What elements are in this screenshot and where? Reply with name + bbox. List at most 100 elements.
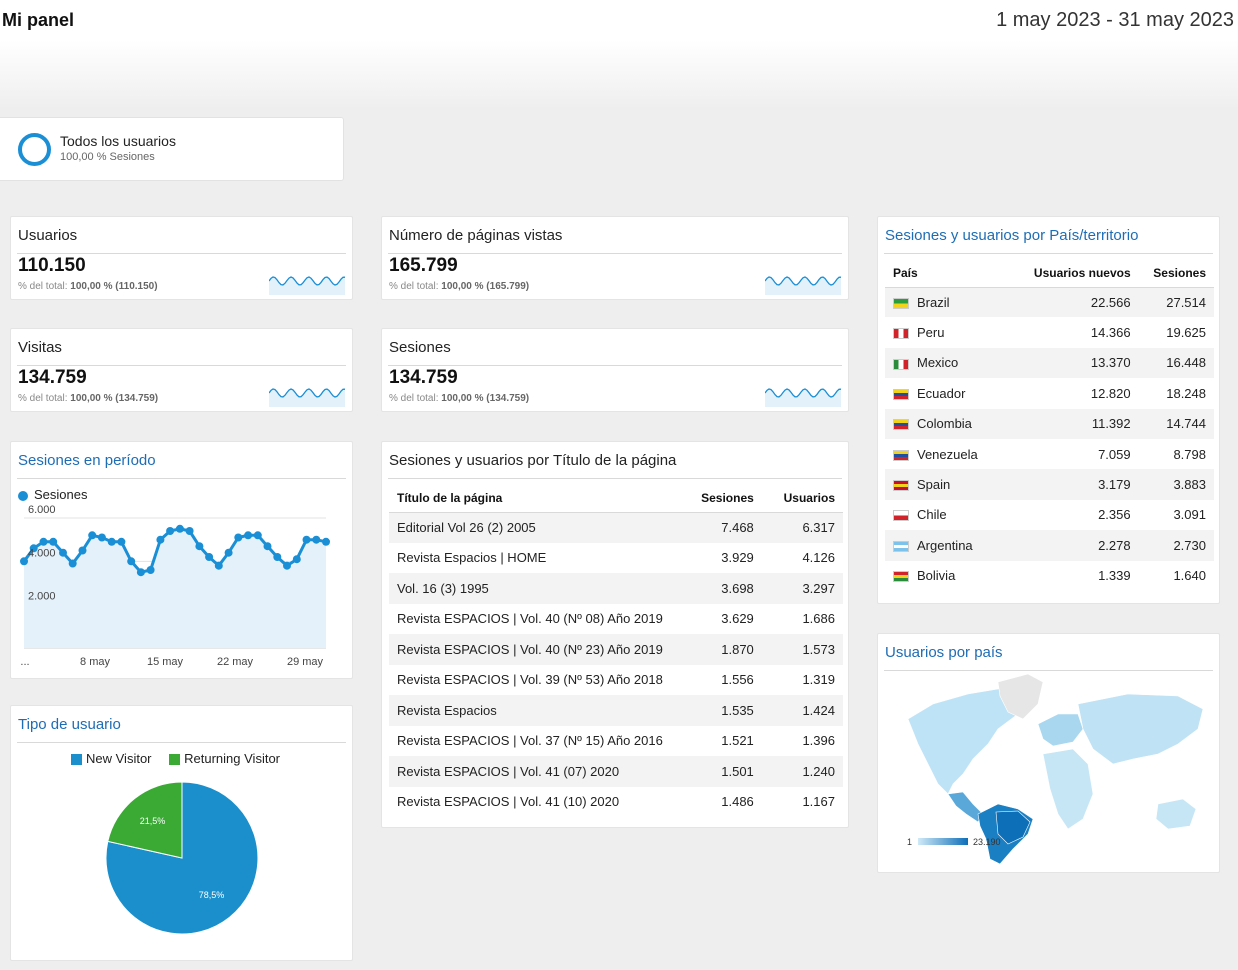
sparkline-chart	[765, 388, 841, 407]
table-row[interactable]: Vol. 16 (3) 1995 3.698 3.297	[389, 573, 843, 604]
table-row[interactable]: Revista ESPACIOS | Vol. 39 (Nº 53) Año 2…	[389, 665, 843, 696]
country-cell[interactable]: Brazil	[885, 287, 1015, 317]
segment-percentage: 100,00 % Sesiones	[60, 151, 155, 163]
sessions-cell: 7.468	[721, 520, 754, 535]
data-point[interactable]	[175, 524, 184, 533]
data-point[interactable]	[49, 537, 58, 546]
data-point[interactable]	[292, 555, 301, 564]
data-point[interactable]	[136, 568, 145, 577]
table-row[interactable]: Venezuela 7.059 8.798	[885, 439, 1214, 469]
data-point[interactable]	[234, 533, 243, 542]
country-cell[interactable]: Ecuador	[885, 378, 1015, 408]
data-point[interactable]	[244, 531, 253, 540]
column-header-sessions[interactable]: Sesiones	[679, 484, 762, 513]
data-point[interactable]	[322, 537, 330, 546]
country-cell[interactable]: Mexico	[885, 348, 1015, 378]
new-users-cell: 14.366	[1090, 325, 1131, 341]
segment-all-users[interactable]: Todos los usuarios 100,00 % Sesiones	[0, 117, 344, 181]
data-point[interactable]	[20, 557, 28, 566]
metric-card-usuarios[interactable]: Usuarios 110.150 % del total: 100,00 % (…	[10, 216, 353, 300]
country-cell[interactable]: Argentina	[885, 530, 1015, 560]
table-row[interactable]: Revista Espacios | HOME 3.929 4.126	[389, 543, 843, 574]
metric-total: % del total: 100,00 % (134.759)	[18, 393, 159, 404]
page-title-cell[interactable]: Revista ESPACIOS | Vol. 40 (Nº 23) Año 2…	[397, 641, 663, 657]
data-point[interactable]	[127, 557, 136, 566]
pie-slice[interactable]	[107, 781, 183, 859]
data-point[interactable]	[78, 546, 87, 555]
data-point[interactable]	[29, 544, 38, 553]
column-header-new-users[interactable]: Usuarios nuevos	[1015, 259, 1139, 288]
data-point[interactable]	[312, 535, 321, 544]
sparkline-chart	[269, 276, 345, 295]
country-cell[interactable]: Chile	[885, 500, 1015, 530]
page-title-cell[interactable]: Revista ESPACIOS | Vol. 41 (10) 2020	[397, 794, 620, 810]
table-row[interactable]: Peru 14.366 19.625	[885, 317, 1214, 347]
data-point[interactable]	[205, 553, 214, 561]
data-point[interactable]	[214, 561, 223, 570]
table-row[interactable]: Revista Espacios 1.535 1.424	[389, 695, 843, 726]
users-cell: 1.319	[802, 672, 835, 688]
table-row[interactable]: Colombia 11.392 14.744	[885, 408, 1214, 439]
date-range-selector[interactable]: 1 may 2023 - 31 may 2023	[996, 9, 1234, 31]
data-point[interactable]	[283, 561, 291, 570]
table-row[interactable]: Chile 2.356 3.091	[885, 500, 1214, 530]
data-point[interactable]	[302, 535, 311, 544]
data-point[interactable]	[253, 531, 262, 540]
data-point[interactable]	[166, 527, 175, 535]
country-cell[interactable]: Spain	[885, 469, 1015, 499]
table-row[interactable]: Revista ESPACIOS | Vol. 37 (Nº 15) Año 2…	[389, 726, 843, 757]
column-header-users[interactable]: Usuarios	[761, 484, 843, 513]
column-header-country[interactable]: País	[885, 259, 1015, 288]
country-cell[interactable]: Colombia	[885, 409, 1015, 439]
metric-card-pageviews[interactable]: Número de páginas vistas 165.799 % del t…	[381, 216, 849, 300]
table-row[interactable]: Revista ESPACIOS | Vol. 40 (Nº 08) Año 2…	[389, 604, 843, 635]
world-map[interactable]: 1 23.190	[878, 634, 1221, 874]
data-point[interactable]	[68, 559, 77, 568]
country-cell[interactable]: Peru	[885, 317, 1015, 347]
country-table: País Usuarios nuevos Sesiones Brazil 22.5…	[885, 259, 1214, 591]
table-row[interactable]: Spain 3.179 3.883	[885, 469, 1214, 500]
table-row[interactable]: Bolivia 1.339 1.640	[885, 561, 1214, 591]
table-row[interactable]: Ecuador 12.820 18.248	[885, 378, 1214, 408]
table-row[interactable]: Mexico 13.370 16.448	[885, 347, 1214, 379]
country-name: Brazil	[917, 294, 950, 310]
data-point[interactable]	[117, 537, 126, 546]
page-title-cell[interactable]: Revista ESPACIOS | Vol. 41 (07) 2020	[397, 763, 620, 779]
table-row[interactable]: Argentina 2.278 2.730	[885, 530, 1214, 561]
table-row[interactable]: Brazil 22.566 27.514	[885, 287, 1214, 318]
page-title-cell[interactable]: Revista ESPACIOS | Vol. 40 (Nº 08) Año 2…	[397, 611, 663, 627]
table-row[interactable]: Revista ESPACIOS | Vol. 41 (07) 2020 1.50…	[389, 756, 843, 787]
map-region-africa	[1042, 748, 1094, 830]
data-point[interactable]	[88, 531, 97, 540]
page-title-cell[interactable]: Revista Espacios	[397, 702, 497, 718]
data-point[interactable]	[273, 553, 282, 561]
country-name: Argentina	[917, 537, 973, 553]
table-row[interactable]: Revista ESPACIOS | Vol. 41 (10) 2020 1.48…	[389, 787, 843, 818]
country-cell[interactable]: Venezuela	[885, 439, 1015, 469]
divider	[17, 365, 346, 366]
data-point[interactable]	[185, 527, 194, 535]
page-title-cell[interactable]: Vol. 16 (3) 1995	[397, 580, 489, 596]
data-point[interactable]	[263, 542, 272, 551]
sessions-cell: 1.501	[721, 763, 754, 779]
metric-card-sesiones[interactable]: Sesiones 134.759 % del total: 100,00 % (…	[381, 328, 849, 412]
table-row[interactable]: Editorial Vol 26 (2) 2005 7.468 6.317	[389, 512, 843, 543]
page-title-cell[interactable]: Revista Espacios | HOME	[397, 550, 547, 566]
data-point[interactable]	[39, 537, 48, 546]
column-header-title[interactable]: Título de la página	[389, 484, 679, 513]
data-point[interactable]	[107, 537, 116, 546]
metric-card-visitas[interactable]: Visitas 134.759 % del total: 100,00 % (1…	[10, 328, 353, 412]
data-point[interactable]	[97, 533, 106, 542]
map-region-north-america	[907, 683, 1029, 795]
data-point[interactable]	[195, 542, 204, 551]
data-point[interactable]	[156, 535, 165, 544]
page-title-cell[interactable]: Editorial Vol 26 (2) 2005	[397, 520, 536, 535]
page-title-cell[interactable]: Revista ESPACIOS | Vol. 39 (Nº 53) Año 2…	[397, 672, 663, 688]
data-point[interactable]	[224, 548, 233, 557]
country-cell[interactable]: Bolivia	[885, 561, 1015, 591]
data-point[interactable]	[146, 566, 155, 574]
table-row[interactable]: Revista ESPACIOS | Vol. 40 (Nº 23) Año 2…	[389, 634, 843, 665]
data-point[interactable]	[59, 548, 67, 557]
page-title-cell[interactable]: Revista ESPACIOS | Vol. 37 (Nº 15) Año 2…	[397, 733, 663, 749]
column-header-sessions[interactable]: Sesiones	[1138, 259, 1214, 288]
